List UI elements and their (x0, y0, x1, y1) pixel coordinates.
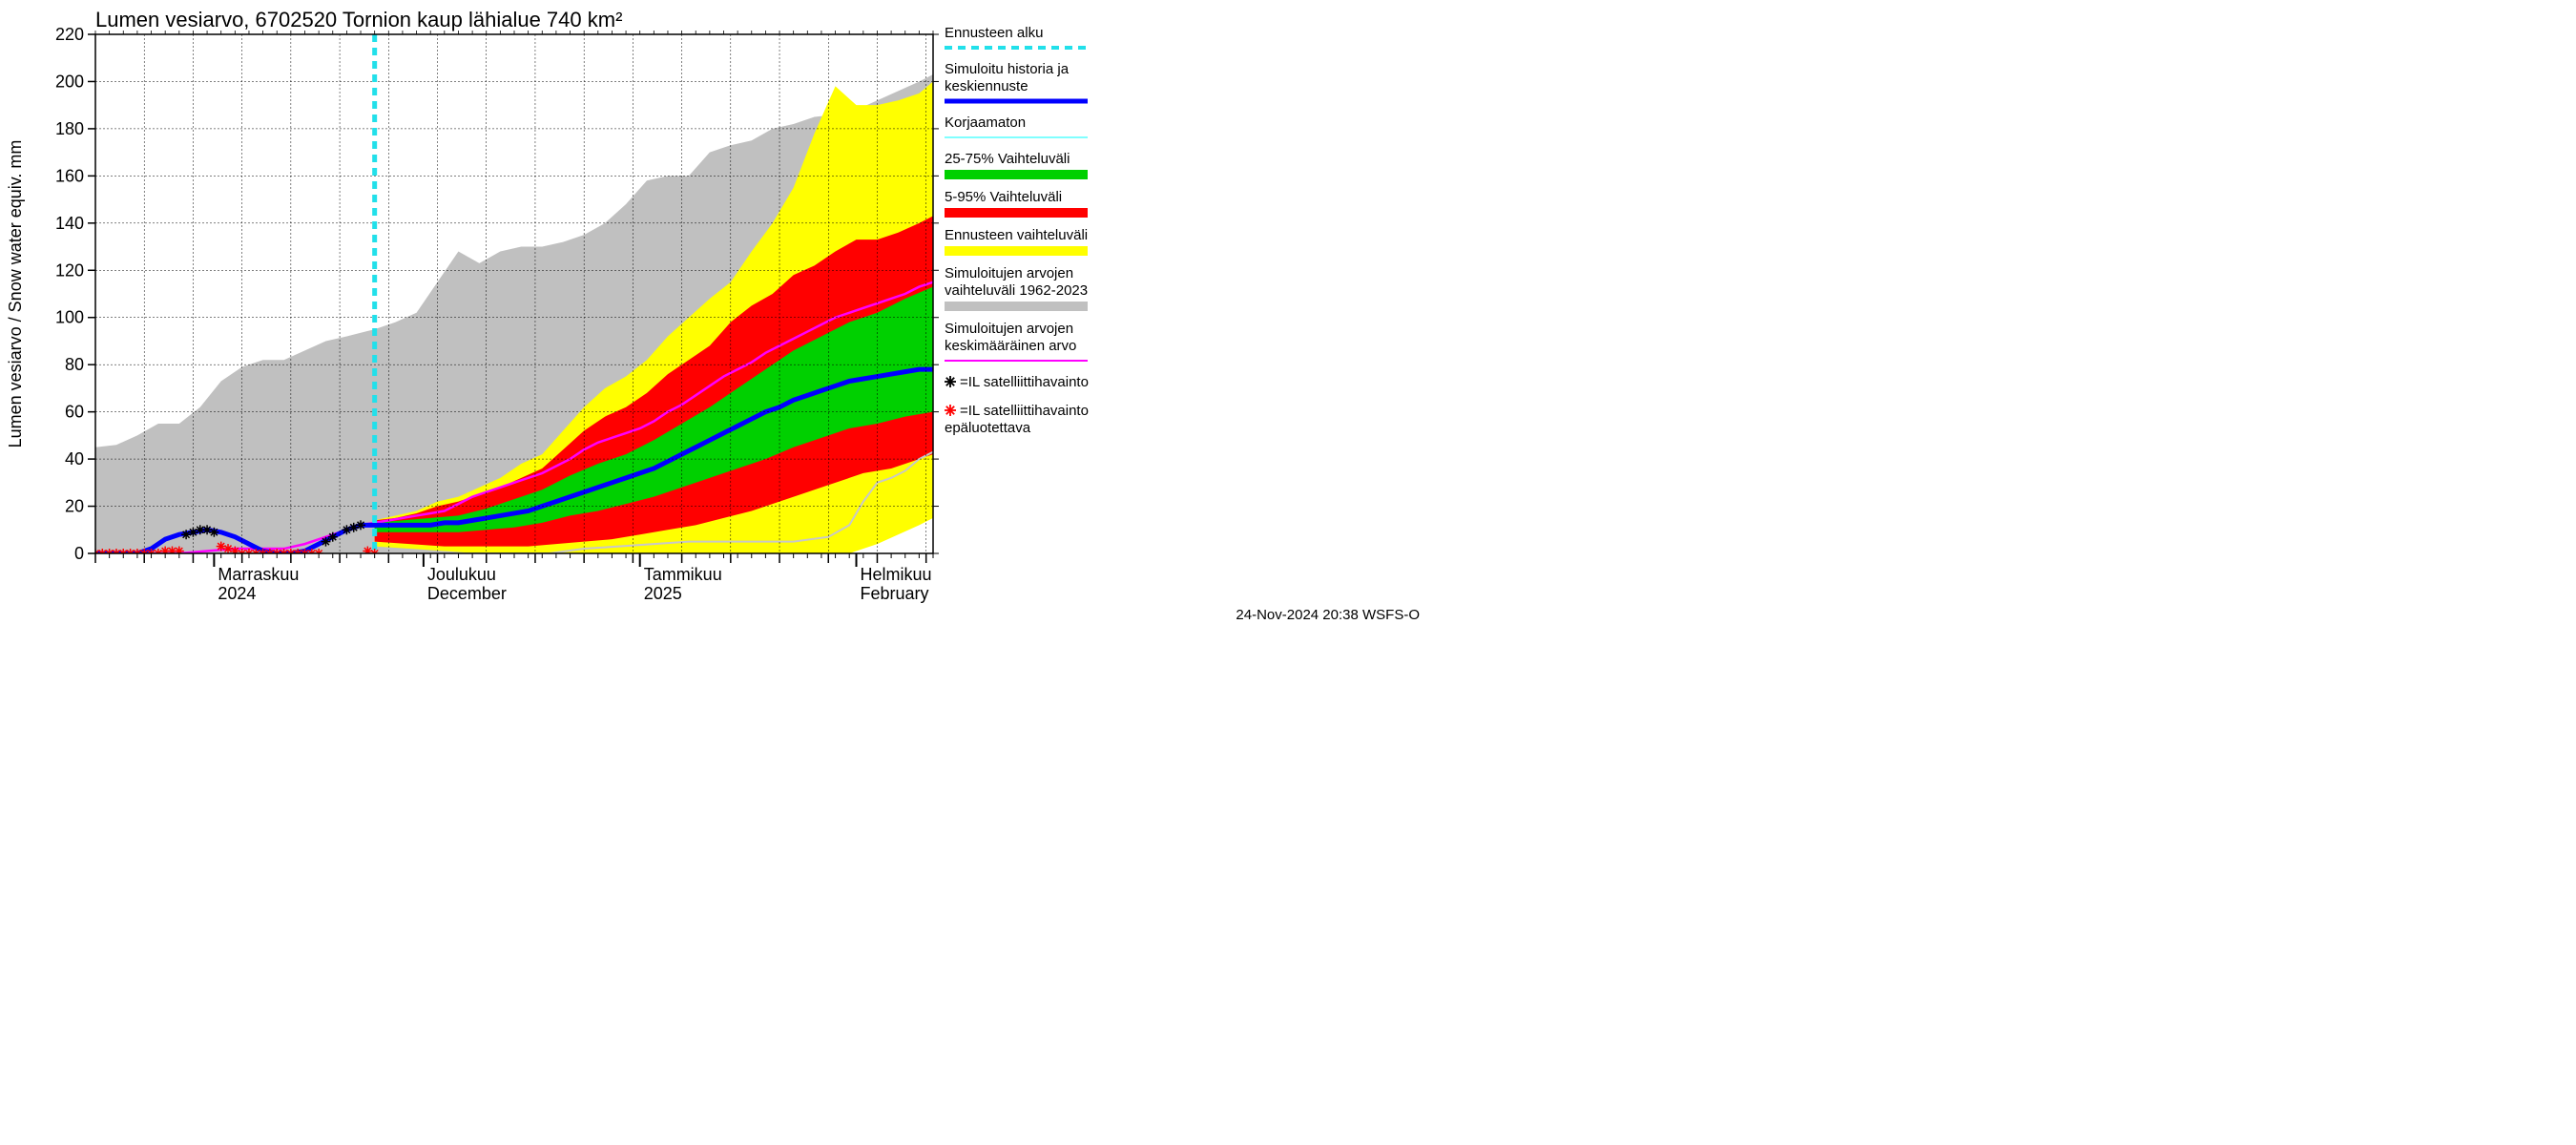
y-tick-label: 180 (55, 119, 84, 138)
legend-label: Simuloitu historia ja (945, 61, 1070, 77)
legend-marker-icon (945, 376, 956, 387)
legend-label: Korjaamaton (945, 114, 1026, 131)
month-label: Marraskuu (218, 565, 299, 584)
y-axis-label: Lumen vesiarvo / Snow water equiv. mm (6, 140, 25, 448)
plot-area (91, 34, 933, 558)
timestamp: 24-Nov-2024 20:38 WSFS-O (1236, 607, 1420, 623)
legend-swatch (945, 246, 1088, 256)
legend-swatch (945, 302, 1088, 311)
chart-title: Lumen vesiarvo, 6702520 Tornion kaup läh… (95, 8, 622, 31)
satellite-obs-unreliable (223, 544, 233, 553)
month-label: Tammikuu (644, 565, 722, 584)
legend-label: keskimääräinen arvo (945, 338, 1076, 354)
legend-label: Simuloitujen arvojen (945, 321, 1073, 337)
satellite-obs (209, 528, 218, 537)
satellite-obs (188, 528, 197, 537)
legend-label: =IL satelliittihavainto (960, 374, 1089, 390)
y-tick-label: 20 (65, 497, 84, 516)
satellite-obs (342, 525, 351, 534)
y-tick-label: 140 (55, 214, 84, 233)
y-tick-label: 60 (65, 403, 84, 422)
month-sublabel: December (427, 584, 507, 603)
legend-label: Simuloitujen arvojen (945, 265, 1073, 281)
legend-label: Ennusteen alku (945, 25, 1043, 41)
legend-label: vaihteluväli 1962-2023 (945, 282, 1088, 299)
y-tick-label: 160 (55, 166, 84, 185)
y-tick-label: 120 (55, 260, 84, 280)
satellite-obs (356, 520, 365, 530)
satellite-obs (202, 525, 212, 534)
chart-svg: Lumen vesiarvo, 6702520 Tornion kaup läh… (0, 0, 1431, 636)
satellite-obs-unreliable (363, 547, 372, 556)
y-tick-label: 220 (55, 25, 84, 44)
satellite-obs (328, 532, 338, 542)
legend-label: epäluotettava (945, 420, 1031, 436)
legend-label: 5-95% Vaihteluväli (945, 189, 1062, 205)
chart-container: Lumen vesiarvo, 6702520 Tornion kaup läh… (0, 0, 1431, 636)
satellite-obs (321, 537, 330, 547)
satellite-obs (349, 523, 359, 532)
legend-label: =IL satelliittihavainto (960, 403, 1089, 419)
month-label: Helmikuu (861, 565, 932, 584)
month-label: Joulukuu (427, 565, 496, 584)
y-tick-label: 80 (65, 355, 84, 374)
month-sublabel: 2025 (644, 584, 682, 603)
y-tick-label: 40 (65, 449, 84, 468)
legend-marker-icon (945, 405, 956, 416)
legend-label: Ennusteen vaihteluväli (945, 227, 1088, 243)
legend-label: keskiennuste (945, 78, 1028, 94)
y-tick-label: 200 (55, 72, 84, 91)
y-tick-label: 100 (55, 308, 84, 327)
y-tick-label: 0 (74, 544, 84, 563)
month-sublabel: 2024 (218, 584, 256, 603)
month-sublabel: February (861, 584, 929, 603)
legend-swatch (945, 170, 1088, 179)
satellite-obs (181, 530, 191, 539)
legend-label: 25-75% Vaihteluväli (945, 151, 1070, 167)
satellite-obs-unreliable (217, 542, 226, 552)
legend-swatch (945, 208, 1088, 218)
